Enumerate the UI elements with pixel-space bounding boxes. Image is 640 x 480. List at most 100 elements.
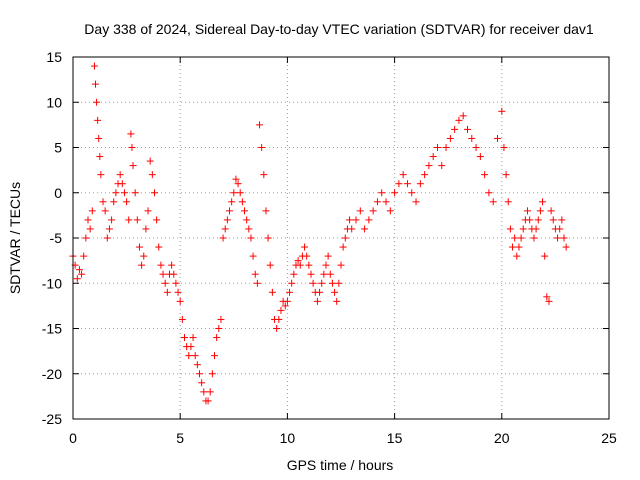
- data-point: [391, 189, 399, 197]
- data-point: [485, 189, 493, 197]
- data-point: [399, 171, 407, 179]
- data-point: [232, 175, 240, 183]
- data-point: [131, 189, 139, 197]
- data-point: [135, 243, 143, 251]
- data-point: [361, 225, 369, 233]
- data-point: [320, 270, 328, 278]
- data-point: [519, 225, 527, 233]
- data-point: [226, 207, 234, 215]
- data-point: [195, 370, 203, 378]
- data-point: [517, 234, 525, 242]
- data-point: [386, 207, 394, 215]
- data-point: [472, 144, 480, 151]
- data-point: [365, 216, 373, 224]
- data-point: [99, 198, 107, 206]
- data-point: [348, 225, 356, 233]
- data-point: [283, 297, 291, 305]
- data-point: [204, 397, 212, 405]
- data-point: [341, 234, 349, 242]
- data-point: [331, 288, 339, 296]
- x-axis-label: GPS time / hours: [287, 457, 394, 473]
- data-point: [281, 302, 289, 310]
- data-point: [264, 234, 272, 242]
- data-point: [150, 189, 158, 197]
- data-point: [335, 279, 343, 287]
- data-point: [118, 180, 126, 188]
- data-point: [90, 62, 98, 70]
- data-point: [429, 153, 437, 161]
- data-point: [262, 207, 270, 215]
- y-tick-label: -10: [42, 275, 62, 291]
- data-point: [549, 216, 557, 224]
- data-point: [288, 279, 296, 287]
- data-point: [562, 243, 570, 251]
- data-point: [504, 198, 512, 206]
- data-point: [157, 261, 165, 269]
- data-point: [78, 270, 86, 278]
- data-point: [120, 189, 128, 197]
- data-point: [221, 225, 229, 233]
- data-point: [159, 270, 167, 278]
- data-point: [234, 180, 242, 188]
- data-point: [101, 207, 109, 215]
- data-point: [408, 189, 416, 197]
- y-tick-label: -25: [42, 411, 62, 427]
- data-point: [509, 243, 517, 251]
- data-point: [558, 216, 566, 224]
- data-point: [125, 216, 133, 224]
- data-point: [185, 352, 193, 360]
- data-point: [140, 252, 148, 260]
- data-point: [313, 297, 321, 305]
- data-point: [526, 216, 534, 224]
- data-point: [459, 112, 467, 120]
- data-point: [534, 216, 542, 224]
- data-point: [241, 207, 249, 215]
- y-tick-label: 5: [54, 140, 62, 156]
- data-point: [324, 252, 332, 260]
- data-point: [213, 334, 221, 342]
- data-point: [129, 162, 137, 170]
- data-point: [108, 216, 116, 224]
- data-point: [273, 325, 281, 332]
- x-tick-label: 15: [387, 430, 403, 446]
- data-point: [378, 189, 386, 197]
- data-point: [168, 261, 176, 269]
- data-point: [303, 252, 311, 260]
- data-point: [116, 171, 124, 179]
- data-point: [88, 207, 96, 215]
- data-point: [433, 144, 441, 151]
- data-point: [346, 216, 354, 224]
- data-point: [326, 270, 334, 278]
- data-point: [373, 198, 381, 206]
- data-point: [541, 252, 549, 260]
- data-point: [105, 225, 113, 233]
- chart-title: Day 338 of 2024, Sidereal Day-to-day VTE…: [84, 21, 594, 37]
- data-point: [153, 216, 161, 224]
- data-point: [217, 315, 225, 323]
- data-point: [208, 370, 216, 378]
- plot-frame: [72, 56, 610, 420]
- data-point: [258, 144, 266, 151]
- data-point: [506, 225, 514, 233]
- data-point: [498, 107, 506, 115]
- data-point: [395, 180, 403, 188]
- data-point: [455, 116, 463, 124]
- data-point: [500, 144, 508, 151]
- y-tick-label: -5: [50, 230, 63, 246]
- data-point: [92, 80, 100, 88]
- data-point: [260, 171, 268, 179]
- data-point: [481, 171, 489, 179]
- x-tick-label: 5: [176, 430, 184, 446]
- data-point: [337, 261, 345, 269]
- x-tick-label: 10: [280, 430, 296, 446]
- data-point: [191, 352, 199, 360]
- data-point: [309, 279, 317, 287]
- y-axis-label: SDTVAR / TECUs: [7, 182, 23, 294]
- data-point: [530, 234, 538, 242]
- data-point: [93, 98, 101, 106]
- tick-labels: 0 5 10 15 20 25 15 10 5 0 -5 -10 -15 -20 -25: [42, 49, 617, 446]
- data-point: [339, 243, 347, 251]
- data-point: [247, 234, 255, 242]
- data-point: [275, 315, 283, 323]
- data-point: [268, 288, 276, 296]
